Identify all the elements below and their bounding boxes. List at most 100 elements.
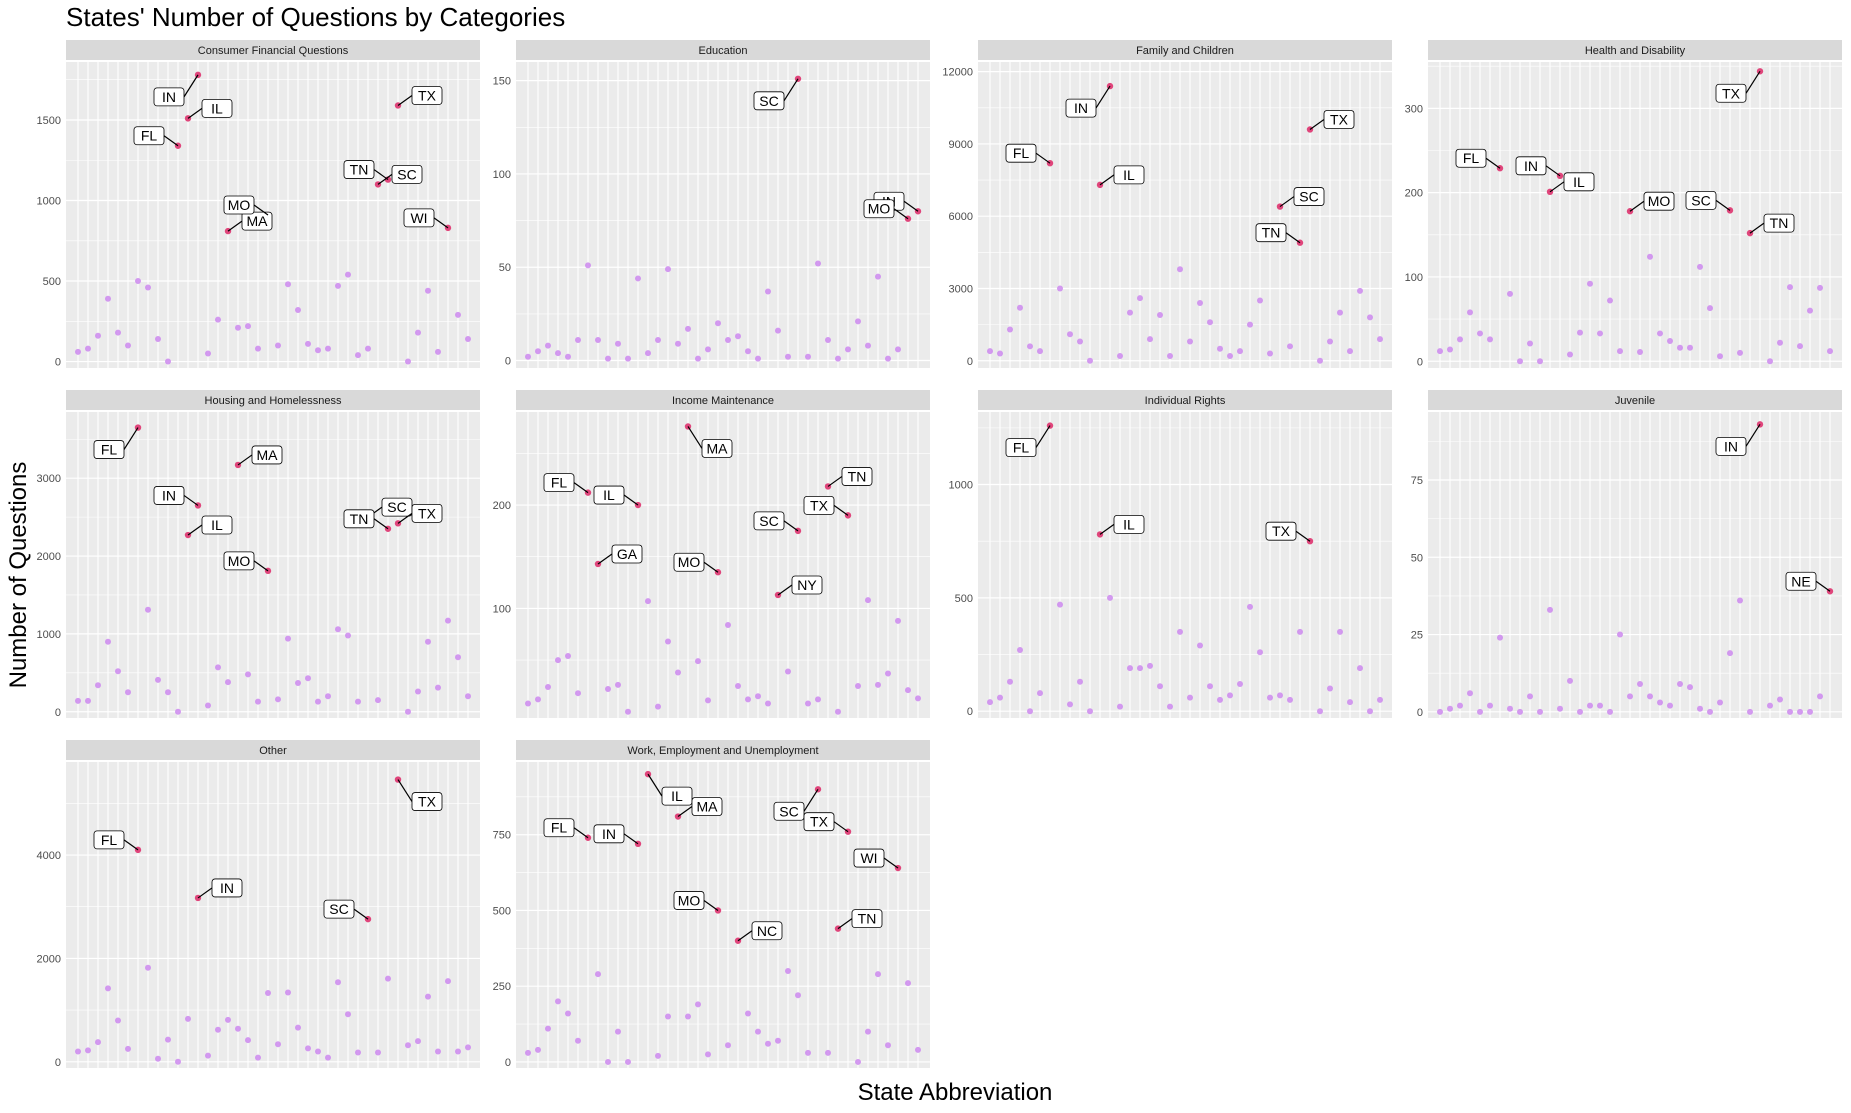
data-point	[1077, 678, 1083, 685]
data-point	[785, 668, 791, 675]
data-point	[565, 353, 571, 360]
label-leader-line	[703, 561, 719, 573]
label-text: NE	[1791, 573, 1810, 589]
label-text: SC	[759, 93, 778, 109]
label-leader-line	[1309, 118, 1325, 130]
data-point	[325, 1054, 331, 1061]
data-point	[255, 345, 261, 352]
label-leader-line	[183, 494, 199, 506]
label-leader-line	[1745, 424, 1761, 447]
data-point	[385, 975, 391, 982]
panel-title: Juvenile	[1615, 395, 1655, 407]
label-leader-line	[573, 827, 589, 839]
data-point	[1277, 692, 1283, 699]
data-point	[155, 336, 161, 343]
data-point	[1637, 348, 1643, 355]
data-point	[1587, 280, 1593, 287]
panel-education: Education050100150SCINMO	[493, 40, 930, 368]
data-point	[997, 350, 1003, 357]
point-label-sc: SC	[753, 511, 799, 532]
data-point	[725, 621, 731, 628]
data-point	[555, 350, 561, 357]
data-point	[1177, 628, 1183, 635]
data-point	[275, 342, 281, 349]
point-label-ny: NY	[777, 575, 823, 596]
panel-title: Income Maintenance	[672, 395, 774, 407]
y-tick-label: 1000	[37, 196, 61, 208]
label-text: FL	[1463, 150, 1480, 166]
point-label-in: IN	[153, 486, 199, 506]
point-label-tx: TX	[1715, 70, 1761, 103]
data-point	[905, 980, 911, 987]
data-point	[165, 1036, 171, 1043]
label-text: TX	[1722, 85, 1741, 101]
data-point	[765, 700, 771, 707]
data-point	[655, 1052, 661, 1059]
data-point	[725, 337, 731, 344]
data-point	[1187, 694, 1193, 701]
data-point	[595, 971, 601, 978]
data-point	[315, 1048, 321, 1055]
data-point	[815, 696, 821, 703]
data-point	[695, 1001, 701, 1008]
label-box	[1763, 213, 1795, 233]
strip	[66, 740, 480, 760]
label-text: IN	[1074, 100, 1088, 116]
data-point	[555, 998, 561, 1005]
data-point	[1337, 309, 1343, 316]
point-label-sc: SC	[1279, 187, 1325, 208]
label-leader-line	[573, 482, 589, 494]
data-point	[375, 1049, 381, 1056]
label-text: TN	[1262, 225, 1281, 241]
y-tick-label: 50	[499, 262, 511, 274]
label-leader-line	[783, 520, 799, 532]
y-tick-label: 1000	[37, 629, 61, 641]
label-text: MA	[247, 213, 269, 229]
data-point	[255, 698, 261, 705]
data-point	[435, 1048, 441, 1055]
data-point	[1797, 343, 1803, 350]
label-leader-line	[1815, 580, 1831, 592]
data-point	[1217, 345, 1223, 352]
label-text: FL	[141, 128, 158, 144]
label-leader-line	[1749, 222, 1765, 234]
data-point	[615, 681, 621, 688]
data-point	[1457, 336, 1463, 343]
label-leader-line	[623, 833, 639, 845]
data-point	[1737, 349, 1743, 356]
label-leader-line	[183, 74, 199, 98]
label-box	[133, 126, 165, 146]
data-point	[1457, 702, 1463, 709]
data-point	[535, 1046, 541, 1053]
panel-consumer-financial-questions: Consumer Financial Questions 0 500 1000 1500…	[37, 40, 480, 369]
data-point	[1727, 650, 1733, 657]
label-box	[1643, 191, 1675, 211]
label-box	[323, 899, 355, 919]
data-point	[1817, 693, 1823, 700]
data-point	[1777, 696, 1783, 703]
data-point	[415, 1038, 421, 1045]
label-text: IL	[211, 100, 223, 116]
data-point	[305, 340, 311, 347]
data-point	[1537, 708, 1543, 715]
data-point	[1517, 358, 1523, 365]
label-leader-line	[397, 94, 413, 106]
data-point	[355, 352, 361, 359]
label-box	[201, 515, 233, 535]
data-point	[915, 1046, 921, 1053]
data-point	[565, 1010, 571, 1017]
data-point	[1687, 684, 1693, 691]
label-box	[201, 98, 233, 118]
data-point	[1037, 348, 1043, 355]
data-point	[805, 1049, 811, 1056]
point-label-il: IL	[1549, 172, 1595, 193]
data-point	[885, 355, 891, 362]
data-point	[1067, 331, 1073, 338]
data-point	[1237, 348, 1243, 355]
point-label-ma: MA	[237, 445, 283, 466]
data-point	[145, 284, 151, 291]
data-point	[875, 681, 881, 688]
label-box	[701, 439, 733, 458]
panel-housing-and-homelessness: Housing and Homelessness 0 1000 2000 3000 FL I…	[37, 390, 480, 719]
data-point	[1717, 699, 1723, 706]
